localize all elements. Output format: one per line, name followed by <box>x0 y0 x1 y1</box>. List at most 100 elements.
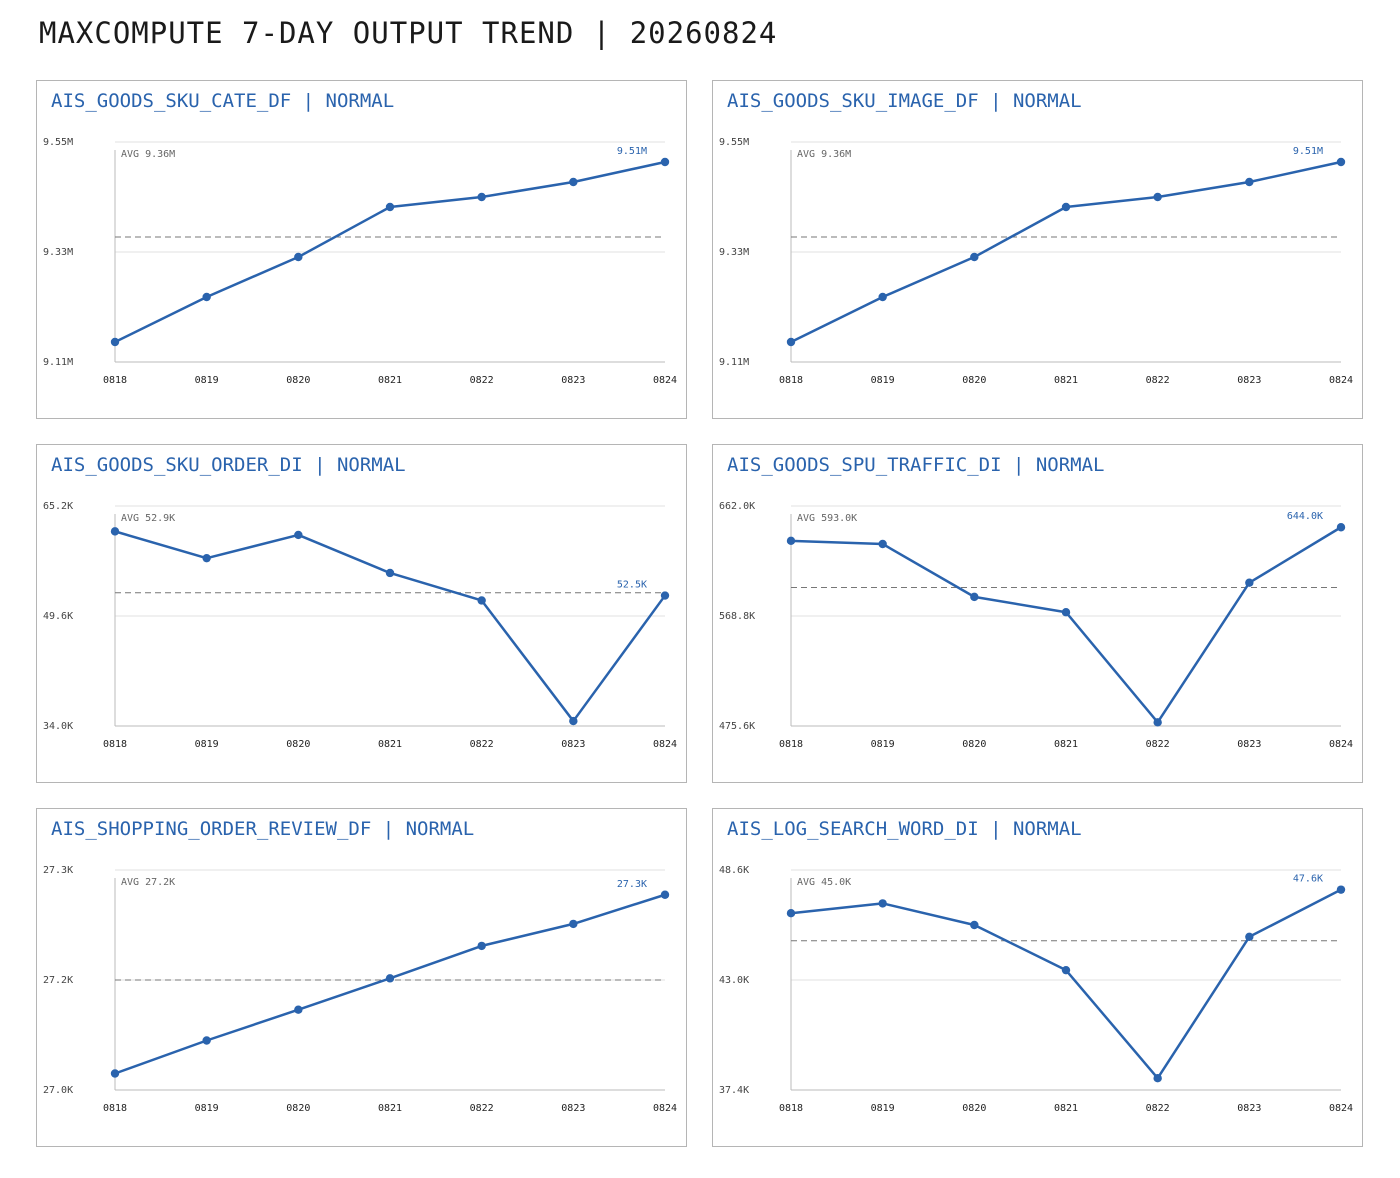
data-point <box>202 1036 211 1045</box>
chart-title: AIS_GOODS_SKU_CATE_DF | NORMAL <box>51 90 395 112</box>
data-point <box>878 539 887 549</box>
x-tick-label: 0824 <box>1329 1103 1353 1114</box>
x-tick-label: 0823 <box>1237 375 1261 386</box>
data-point <box>786 536 796 546</box>
data-point <box>1061 608 1071 617</box>
data-point <box>385 974 395 983</box>
x-tick-label: 0819 <box>871 1103 895 1114</box>
x-tick-label: 0824 <box>1329 739 1353 750</box>
data-point <box>569 177 578 187</box>
data-point <box>1245 578 1254 587</box>
x-tick-label: 0820 <box>962 375 986 386</box>
data-point <box>786 909 796 918</box>
y-tick-label: 34.0K <box>43 721 73 732</box>
x-tick-label: 0823 <box>1237 1103 1261 1114</box>
x-tick-label: 0824 <box>653 1103 677 1114</box>
x-tick-label: 0821 <box>1054 1103 1078 1114</box>
y-tick-label: 37.4K <box>719 1085 749 1096</box>
average-label: AVG 45.0K <box>797 877 851 888</box>
x-tick-label: 0824 <box>653 739 677 750</box>
x-tick-label: 0822 <box>1146 375 1170 386</box>
chart-title: AIS_LOG_SEARCH_WORD_DI | NORMAL <box>727 818 1082 840</box>
y-tick-label: 48.6K <box>719 865 749 876</box>
average-label: AVG 27.2K <box>121 877 175 888</box>
x-tick-label: 0818 <box>779 1103 803 1114</box>
data-point <box>569 716 578 726</box>
x-tick-label: 0822 <box>1146 739 1170 750</box>
x-tick-label: 0818 <box>103 375 127 386</box>
line-chart: 48.6K 43.0K 37.4K 0818 0819 0820 0821 0822 0823 0… <box>719 865 1353 1114</box>
y-tick-label: 27.3K <box>43 865 73 876</box>
data-point <box>878 292 887 302</box>
line-chart: 9.55M 9.33M 9.11M 0818 0819 0820 0821 0822 0823 0… <box>719 137 1353 386</box>
x-tick-label: 0823 <box>561 739 585 750</box>
data-point <box>1061 965 1071 975</box>
chart-panel-order-review: AIS_SHOPPING_ORDER_REVIEW_DF | NORMAL 27… <box>36 808 687 1147</box>
x-tick-label: 0821 <box>378 739 402 750</box>
data-point <box>786 337 796 347</box>
chart-title: AIS_GOODS_SKU_ORDER_DI | NORMAL <box>51 454 406 476</box>
y-tick-label: 9.11M <box>719 357 749 368</box>
x-tick-label: 0821 <box>1054 375 1078 386</box>
series-line <box>114 530 667 723</box>
x-tick-label: 0819 <box>871 739 895 750</box>
line-chart: 65.2K 49.6K 34.0K 0818 0819 0820 0821 0822 0823 0… <box>43 501 677 750</box>
x-tick-label: 0819 <box>195 375 219 386</box>
series-line <box>114 893 666 1075</box>
data-point <box>477 192 486 202</box>
last-value-label: 27.3K <box>617 879 647 890</box>
y-tick-label: 9.55M <box>719 137 749 148</box>
data-point <box>1336 157 1346 167</box>
y-tick-label: 27.0K <box>43 1085 73 1096</box>
x-tick-label: 0818 <box>103 739 127 750</box>
last-value-label: 9.51M <box>617 146 647 157</box>
x-tick-label: 0819 <box>195 739 219 750</box>
x-tick-label: 0820 <box>286 1103 310 1114</box>
data-point <box>970 920 979 930</box>
last-value-label: 47.6K <box>1293 874 1323 885</box>
chart-panel-search-word: AIS_LOG_SEARCH_WORD_DI | NORMAL 48.6K 43.… <box>712 808 1363 1147</box>
chart-panel-sku-image: AIS_GOODS_SKU_IMAGE_DF | NORMAL 9.55M 9.3… <box>712 80 1363 419</box>
x-tick-label: 0822 <box>470 375 494 386</box>
data-point <box>970 252 979 262</box>
data-point <box>1153 1074 1162 1083</box>
x-tick-label: 0821 <box>378 1103 402 1114</box>
chart-title: AIS_GOODS_SPU_TRAFFIC_DI | NORMAL <box>727 454 1105 476</box>
data-point <box>660 157 670 167</box>
x-tick-label: 0822 <box>470 1103 494 1114</box>
x-tick-label: 0818 <box>103 1103 127 1114</box>
data-point <box>294 1005 303 1014</box>
data-point <box>569 919 578 929</box>
x-tick-label: 0824 <box>653 375 677 386</box>
data-point <box>294 530 303 540</box>
x-tick-label: 0820 <box>286 739 310 750</box>
data-point <box>1336 885 1346 894</box>
x-tick-label: 0822 <box>470 739 494 750</box>
data-point <box>660 890 670 899</box>
data-point <box>878 899 887 908</box>
y-tick-label: 568.8K <box>719 611 755 622</box>
data-point <box>110 1069 120 1078</box>
last-value-label: 52.5K <box>617 580 647 591</box>
y-tick-label: 9.33M <box>43 247 73 258</box>
x-tick-label: 0823 <box>1237 739 1261 750</box>
data-point <box>970 592 979 602</box>
x-tick-label: 0819 <box>195 1103 219 1114</box>
x-tick-label: 0818 <box>779 375 803 386</box>
data-point <box>477 596 486 605</box>
x-tick-label: 0823 <box>561 375 585 386</box>
series-line <box>790 526 1342 724</box>
average-label: AVG 9.36M <box>121 149 175 160</box>
line-chart: 9.55M 9.33M 9.11M 0818 0819 0820 0821 0822 0823 0… <box>43 137 677 386</box>
data-point <box>385 202 395 212</box>
y-tick-label: 65.2K <box>43 501 73 512</box>
data-point <box>1245 177 1254 187</box>
x-tick-label: 0821 <box>378 375 402 386</box>
data-point <box>1153 718 1162 727</box>
chart-panel-sku-cate: AIS_GOODS_SKU_CATE_DF | NORMAL 9.55M 9.33… <box>36 80 687 419</box>
line-chart: 27.3K 27.2K 27.0K 0818 0819 0820 0821 0822 0823 0… <box>43 865 677 1114</box>
line-chart: 662.0K 568.8K 475.6K 0818 0819 0820 0821 0822 08… <box>719 501 1353 750</box>
y-tick-label: 9.11M <box>43 357 73 368</box>
y-tick-label: 662.0K <box>719 501 755 512</box>
data-point <box>294 252 303 262</box>
